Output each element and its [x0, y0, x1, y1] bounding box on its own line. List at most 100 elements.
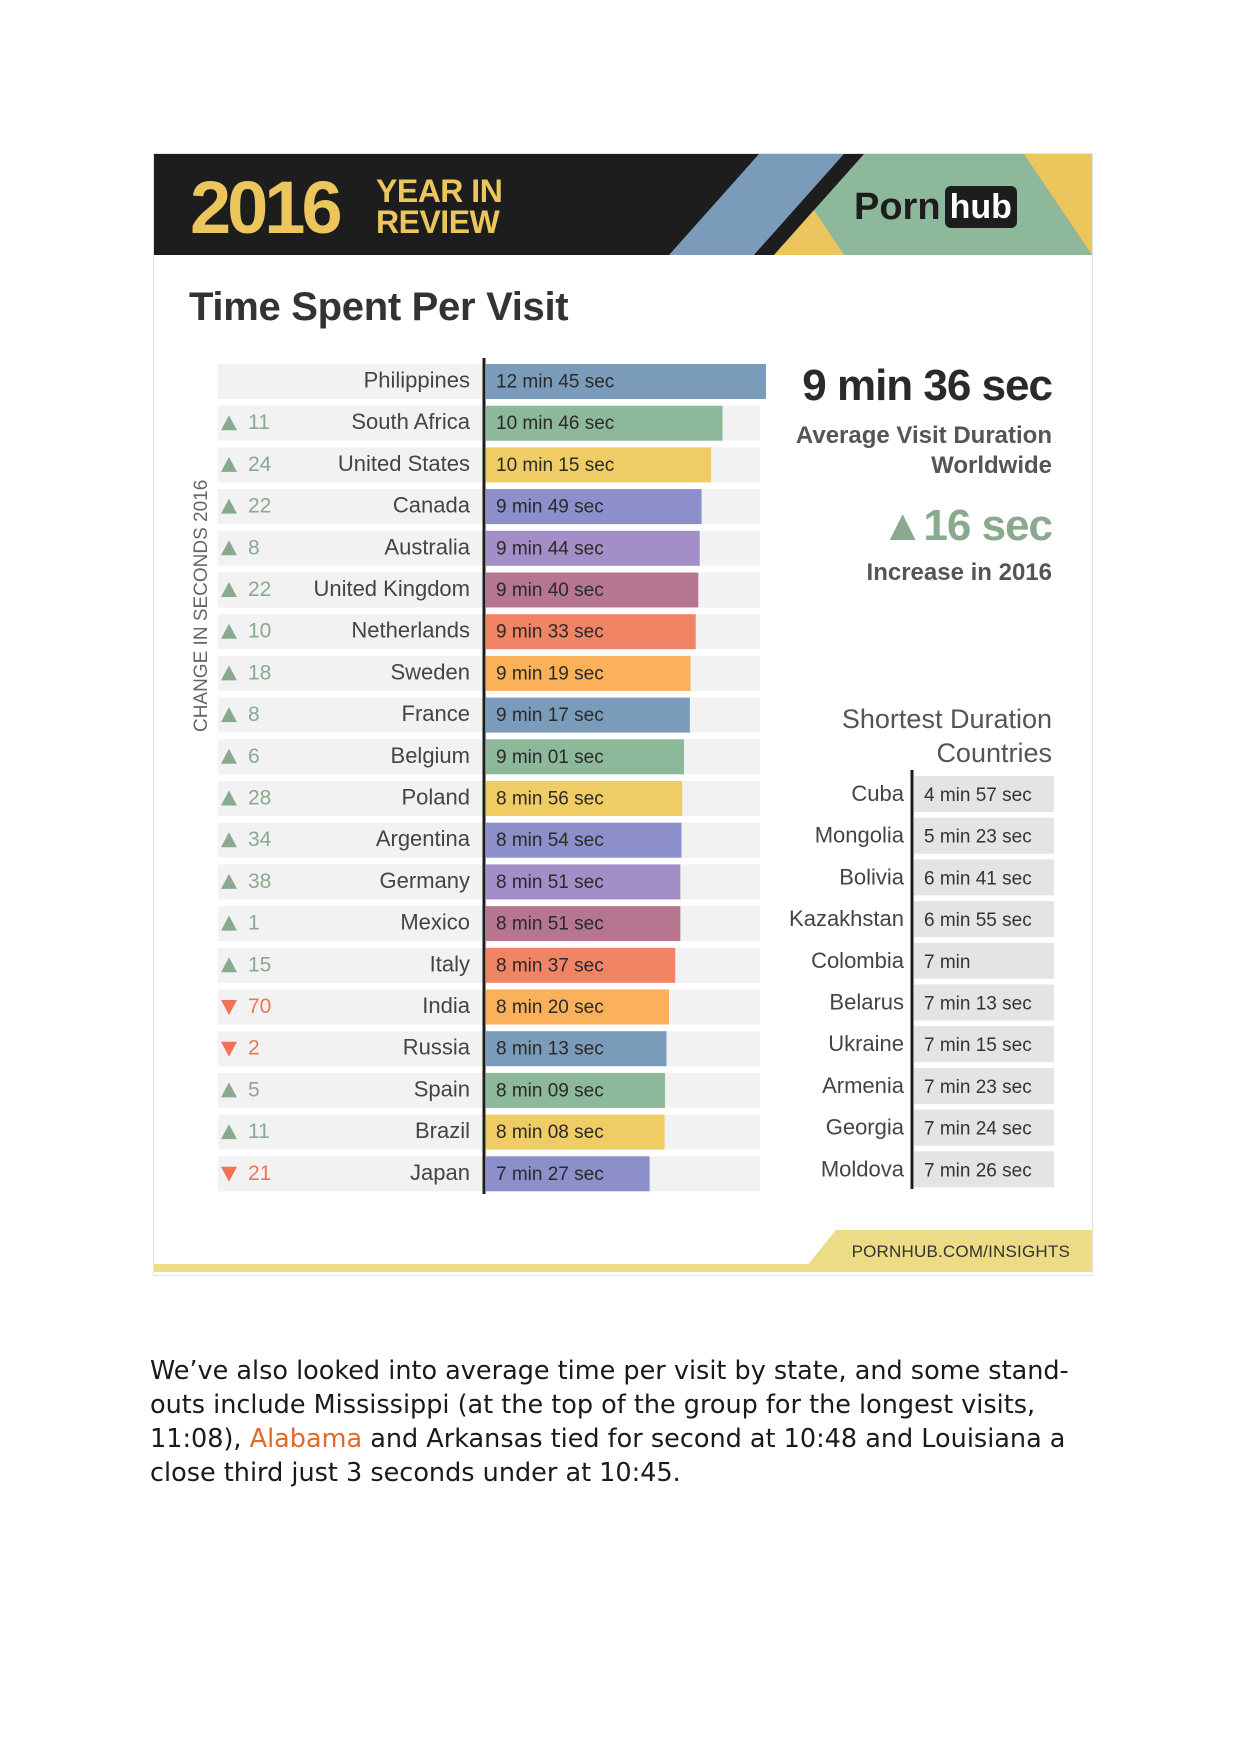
shortest-country-label: Bolivia [839, 864, 905, 889]
bar [486, 489, 702, 525]
change-value: 10 [248, 620, 271, 643]
country-label: France [402, 701, 470, 726]
bar [486, 1114, 665, 1150]
change-value: 15 [248, 953, 271, 976]
up-triangle-icon [221, 707, 237, 723]
shortest-country-label: Mongolia [815, 823, 905, 848]
bar [486, 530, 700, 566]
country-label: Philippines [364, 368, 470, 393]
brand-logo-porn: Porn [854, 185, 941, 228]
bar [486, 1156, 650, 1192]
country-label: Japan [410, 1160, 470, 1185]
bar-value-label: 9 min 01 sec [496, 747, 604, 768]
up-triangle-icon [221, 415, 237, 431]
change-value: 6 [248, 745, 260, 768]
country-label: Russia [403, 1035, 471, 1060]
caption-text-after: and Arkansas tied for second at 10:48 an… [150, 1423, 1066, 1488]
shortest-country-label: Armenia [822, 1073, 905, 1098]
shortest-country-label: Belarus [829, 990, 904, 1015]
up-triangle-icon [221, 873, 237, 889]
country-label: United States [338, 451, 470, 476]
bar [486, 572, 699, 608]
up-triangle-icon [221, 582, 237, 597]
change-value: 38 [248, 870, 271, 893]
shortest-value-box [914, 1067, 1054, 1104]
bar [486, 1072, 665, 1108]
bar-value-label: 9 min 49 sec [496, 497, 604, 518]
country-label: United Kingdom [313, 576, 470, 601]
shortest-value-label: 7 min [924, 952, 970, 973]
bar-value-label: 9 min 19 sec [496, 663, 604, 684]
change-value: 21 [248, 1162, 271, 1185]
up-triangle-icon [221, 1082, 237, 1098]
bar [486, 405, 723, 441]
stripe-blue [669, 154, 844, 255]
country-label: Spain [414, 1076, 470, 1101]
shortest-value-label: 7 min 24 sec [924, 1119, 1032, 1140]
bar-value-label: 8 min 13 sec [496, 1039, 604, 1060]
brand-logo-hub: hub [944, 186, 1017, 228]
country-label: South Africa [351, 409, 470, 434]
bar-value-label: 8 min 56 sec [496, 789, 604, 810]
shortest-value-box [914, 776, 1054, 812]
infographic: 2016 YEAR IN REVIEW Porn hub Time Spent … [153, 153, 1093, 1276]
change-value: 8 [248, 536, 260, 559]
up-triangle-icon [221, 498, 237, 514]
country-label: Brazil [415, 1118, 470, 1143]
change-value: 11 [248, 1120, 270, 1143]
stripe-dark [754, 154, 864, 255]
shortest-country-label: Moldova [821, 1156, 905, 1181]
bar-value-label: 8 min 09 sec [496, 1080, 604, 1101]
alabama-link[interactable]: Alabama [249, 1423, 363, 1454]
change-value: 1 [248, 912, 260, 935]
shortest-value-label: 6 min 41 sec [924, 868, 1032, 889]
chart-title: Time Spent Per Visit [189, 285, 569, 329]
header-stripes [669, 154, 1092, 255]
shortest-duration-title: Shortest Duration Countries [841, 704, 1052, 768]
caption-text-before: We’ve also looked into average time per … [150, 1355, 1069, 1454]
shortest-value-label: 6 min 55 sec [924, 910, 1032, 931]
shortest-value-box [914, 1109, 1054, 1146]
country-label: India [422, 993, 470, 1018]
bar-value-label: 8 min 51 sec [496, 914, 604, 935]
bar-value-label: 9 min 40 sec [496, 580, 604, 601]
up-triangle-icon [221, 623, 237, 639]
country-label: Poland [401, 785, 470, 810]
change-axis-label: CHANGE IN SECONDS 2016 [191, 480, 212, 732]
bar [486, 614, 696, 650]
footer-source-tab [802, 1230, 1092, 1272]
shortest-value-box [914, 1026, 1054, 1063]
stripe-yellow-left [774, 210, 844, 255]
country-label: Mexico [400, 910, 470, 935]
shortest-country-label: Cuba [851, 781, 904, 806]
header-banner: 2016 YEAR IN REVIEW Porn hub [154, 154, 1092, 255]
bar-value-label: 9 min 17 sec [496, 705, 604, 726]
change-value: 24 [248, 453, 272, 476]
bar-value-label: 10 min 46 sec [496, 413, 614, 434]
shortest-value-label: 7 min 26 sec [924, 1160, 1032, 1181]
bar [486, 447, 712, 483]
stripe-green [774, 154, 1092, 255]
bar [486, 655, 691, 691]
average-duration-label: Average Visit Duration Worldwide [795, 422, 1052, 479]
change-value: 34 [248, 828, 272, 851]
country-label: Argentina [376, 826, 471, 851]
country-label: Canada [393, 493, 471, 518]
shortest-value-box [914, 942, 1054, 979]
shortest-value-label: 7 min 15 sec [924, 1035, 1032, 1056]
change-value: 70 [248, 995, 271, 1018]
change-value: 22 [248, 495, 271, 518]
bar-value-label: 10 min 15 sec [496, 455, 614, 476]
shortest-country-label: Colombia [811, 948, 905, 973]
up-triangle-icon [221, 540, 237, 556]
bar-value-label: 9 min 44 sec [496, 538, 604, 559]
stripe-yellow-right [1024, 154, 1092, 255]
bar [486, 697, 690, 733]
up-triangle-icon [221, 957, 237, 973]
shortest-value-box [914, 901, 1054, 938]
up-triangle-icon [221, 748, 237, 764]
bar [486, 364, 766, 399]
shortest-country-label: Georgia [826, 1115, 905, 1140]
increase-label: Increase in 2016 [866, 559, 1052, 586]
up-triangle-icon [221, 665, 237, 681]
